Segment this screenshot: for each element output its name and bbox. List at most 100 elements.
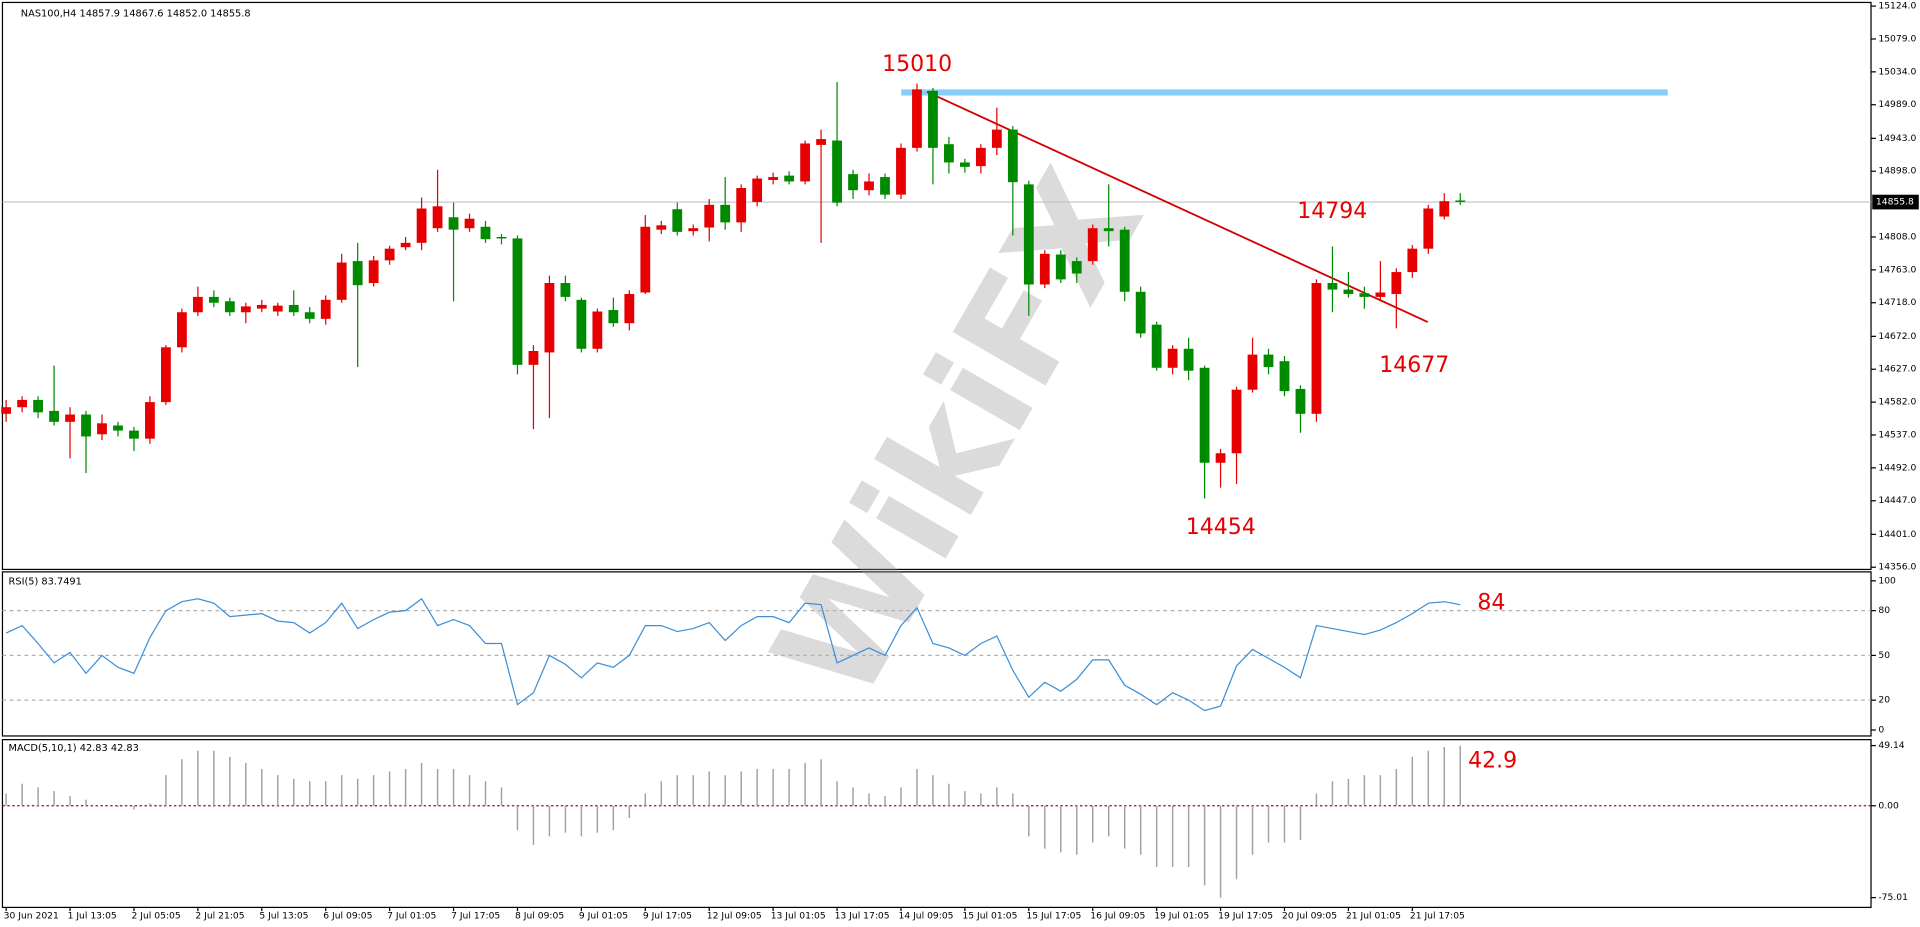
x-tick-label: 8 Jul 09:05 <box>515 910 564 921</box>
candle-body <box>528 350 539 365</box>
candle-body <box>832 140 842 203</box>
candle-body <box>752 178 763 202</box>
candle-body <box>272 305 283 312</box>
candle-body <box>912 89 922 148</box>
x-tick-label: 9 Jul 17:05 <box>643 910 692 921</box>
y-tick-label: 20 <box>1878 695 1890 706</box>
y-tick-label: 14672.0 <box>1878 331 1916 342</box>
candle-body <box>512 238 523 365</box>
candle-body <box>1247 354 1258 390</box>
candle-body <box>1295 388 1306 414</box>
x-tick-label: 30 Jun 2021 <box>4 910 59 921</box>
last-price-label: 14855.8 <box>1876 197 1914 208</box>
candle-body <box>991 129 1002 148</box>
price-annotation: 15010 <box>882 52 952 77</box>
candle-body <box>129 430 139 439</box>
macd-annotation: 42.9 <box>1468 749 1517 774</box>
candle-body <box>928 90 938 148</box>
x-tick-label: 16 Jul 09:05 <box>1090 910 1145 921</box>
y-tick-label: 14401.0 <box>1878 529 1916 540</box>
candle-body <box>1007 129 1018 183</box>
candle-body <box>448 217 459 230</box>
candle-body <box>624 293 635 324</box>
candle-body <box>1375 292 1386 297</box>
candle-body <box>1199 367 1210 463</box>
candle-body <box>1423 208 1434 249</box>
candle-body <box>1055 254 1066 280</box>
x-tick-label: 19 Jul 17:05 <box>1218 910 1273 921</box>
candle-body <box>368 260 379 284</box>
candle-body <box>768 177 779 180</box>
candle-body <box>336 262 347 300</box>
y-tick-label: 15034.0 <box>1878 66 1916 77</box>
candle-body <box>480 226 491 240</box>
x-tick-label: 15 Jul 17:05 <box>1026 910 1081 921</box>
candle-body <box>640 226 651 293</box>
candle-body <box>416 208 427 243</box>
macd-title: MACD(5,10,1) 42.83 42.83 <box>9 743 139 754</box>
candle-body <box>208 296 219 303</box>
candle-body <box>1135 291 1146 334</box>
x-tick-label: 1 Jul 13:05 <box>68 910 117 921</box>
y-tick-label: 14627.0 <box>1878 364 1916 375</box>
y-tick-label: 14718.0 <box>1878 297 1916 308</box>
rsi-title: RSI(5) 83.7491 <box>9 577 82 588</box>
x-tick-label: 21 Jul 17:05 <box>1410 910 1465 921</box>
x-tick-label: 7 Jul 01:05 <box>387 910 436 921</box>
candle-body <box>960 162 970 167</box>
candle-body <box>1455 200 1466 202</box>
price-annotation: 14677 <box>1379 353 1449 378</box>
y-tick-label: 14582.0 <box>1878 397 1916 408</box>
price-panel <box>1 1 1872 571</box>
candle-body <box>113 425 123 431</box>
candle-body <box>896 147 906 195</box>
y-tick-label: 14989.0 <box>1878 99 1916 110</box>
y-tick-label: 14492.0 <box>1878 462 1916 473</box>
candle-body <box>880 177 890 195</box>
candle-body <box>544 283 555 353</box>
y-tick-label: 14943.0 <box>1878 133 1916 144</box>
x-tick-label: 7 Jul 17:05 <box>451 910 500 921</box>
candle-body <box>400 242 411 248</box>
y-tick-label: 14763.0 <box>1878 264 1916 275</box>
x-tick-label: 20 Jul 09:05 <box>1282 910 1337 921</box>
candle-body <box>177 312 187 348</box>
candle-body <box>800 143 810 182</box>
candle-body <box>656 225 667 230</box>
candle-body <box>1263 354 1274 368</box>
macd-panel <box>1 739 1872 909</box>
candle-body <box>1071 261 1082 274</box>
y-tick-label: 0.00 <box>1878 800 1899 811</box>
candle-body <box>49 410 59 422</box>
candle-body <box>352 261 363 286</box>
candle-body <box>304 312 315 319</box>
candle-body <box>736 188 747 223</box>
candle-body <box>161 347 171 403</box>
candle-body <box>720 204 731 223</box>
price-annotation: 14454 <box>1186 515 1256 540</box>
y-tick-label: 14898.0 <box>1878 166 1916 177</box>
candle-body <box>848 174 858 191</box>
rsi-line <box>5 597 1461 712</box>
x-tick-label: 14 Jul 09:05 <box>899 910 954 921</box>
y-tick-label: 15079.0 <box>1878 33 1916 44</box>
resistance-level <box>901 89 1668 96</box>
candle-body <box>1103 228 1114 232</box>
candle-body <box>688 228 699 232</box>
y-tick-label: 50 <box>1878 650 1890 661</box>
x-tick-label: 6 Jul 09:05 <box>323 910 372 921</box>
x-tick-label: 2 Jul 05:05 <box>132 910 181 921</box>
candle-body <box>1151 324 1162 368</box>
candle-body <box>65 414 75 422</box>
candle-body <box>864 181 874 191</box>
y-tick-label: 14356.0 <box>1878 562 1916 573</box>
candle-body <box>145 402 155 439</box>
price-annotation: 14794 <box>1297 199 1367 224</box>
y-tick-label: 49.14 <box>1878 740 1904 751</box>
candle-body <box>975 147 986 167</box>
x-tick-label: 21 Jul 01:05 <box>1346 910 1401 921</box>
candle-body <box>1231 389 1242 454</box>
candle-body <box>704 204 715 228</box>
